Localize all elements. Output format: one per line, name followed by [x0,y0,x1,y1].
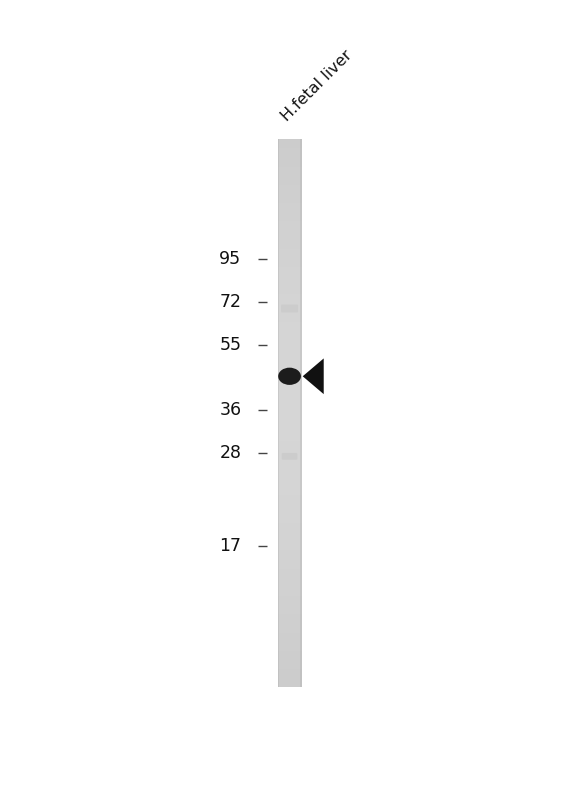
Bar [277,275,302,286]
Bar [277,458,302,468]
Bar [277,358,302,367]
Bar [277,577,302,587]
Bar [277,258,302,267]
Bar [277,531,302,541]
Bar [277,376,302,386]
Bar [277,513,302,523]
FancyBboxPatch shape [282,453,297,460]
Bar [277,394,302,404]
Text: 72: 72 [219,294,241,311]
Bar [277,285,302,294]
Bar [277,248,302,258]
Bar [277,467,302,478]
Bar [277,330,302,340]
Bar [277,422,302,431]
Bar [277,157,302,166]
Bar [277,641,302,651]
Bar [277,139,280,687]
Bar [277,595,302,605]
Bar [277,202,302,212]
Text: 95: 95 [219,250,241,268]
Text: 28: 28 [219,444,241,462]
Bar [277,605,302,614]
Bar [277,586,302,596]
Bar [277,194,302,203]
Bar [277,294,302,303]
Bar [277,339,302,350]
Bar [277,495,302,505]
Bar [277,659,302,669]
Text: 17: 17 [219,537,241,554]
Bar [277,486,302,495]
Bar [277,632,302,642]
Bar [277,614,302,623]
Bar [277,303,302,313]
Bar [277,166,302,176]
Bar [277,431,302,441]
Bar [277,669,302,678]
Bar [277,239,302,249]
Bar [277,230,302,240]
Bar [277,367,302,377]
Bar [277,349,302,358]
Bar [277,212,302,222]
Bar [277,622,302,633]
Bar [277,312,302,322]
Bar [277,522,302,532]
Bar [277,449,302,459]
Bar [277,266,302,276]
Bar [277,221,302,230]
Bar [277,148,302,158]
FancyBboxPatch shape [281,305,298,313]
Bar [277,477,302,486]
Bar [277,504,302,514]
Text: 36: 36 [219,401,241,419]
Bar [277,559,302,569]
Ellipse shape [278,368,301,385]
Bar [277,386,302,395]
Bar [277,184,302,194]
Bar [277,403,302,414]
Bar [299,139,302,687]
Bar [277,541,302,550]
Bar [277,413,302,422]
Bar [277,440,302,450]
Bar [277,678,302,687]
Text: 55: 55 [219,337,241,354]
Bar [277,175,302,185]
Bar [277,138,302,148]
Text: H.fetal liver: H.fetal liver [279,47,355,124]
Polygon shape [303,358,324,394]
Bar [277,650,302,660]
Bar [277,322,302,331]
Bar [277,550,302,559]
Bar [277,568,302,578]
